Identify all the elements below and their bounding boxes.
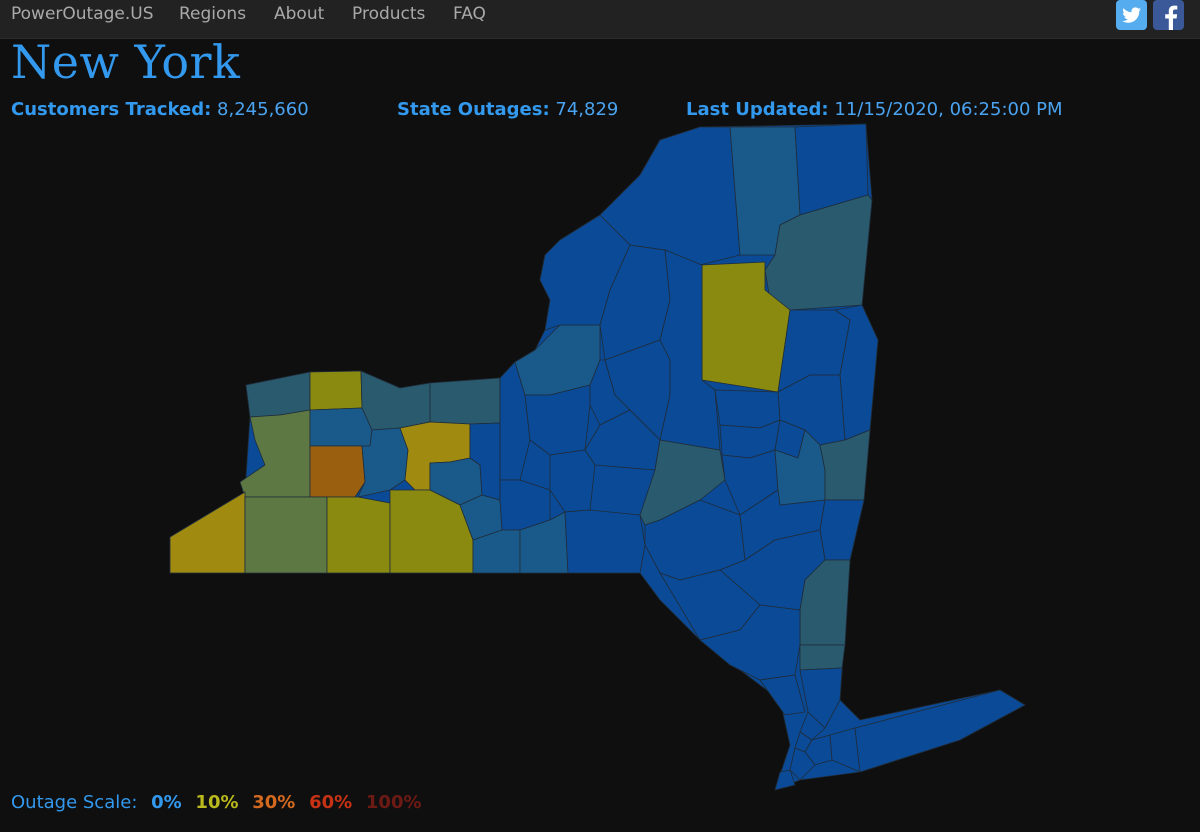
county-cattaraugus[interactable] <box>244 496 328 574</box>
last-updated-value: 11/15/2020, 06:25:00 PM <box>834 99 1063 120</box>
county-queens[interactable] <box>804 734 833 766</box>
county-columbia[interactable] <box>819 499 865 561</box>
county-onondaga[interactable] <box>524 384 591 456</box>
county-suffolk[interactable] <box>854 689 1026 773</box>
county-putnam[interactable] <box>799 644 846 671</box>
customers-tracked-label: Customers Tracked: <box>11 99 212 120</box>
nav-regions-link[interactable]: Regions <box>179 4 247 24</box>
scale-step-60: 60% <box>309 792 353 813</box>
nav-faq-link[interactable]: FAQ <box>453 4 486 24</box>
scale-step-10: 10% <box>195 792 239 813</box>
customers-tracked-stat: Customers Tracked: 8,245,660 <box>11 99 309 120</box>
county-allegany[interactable] <box>326 496 391 574</box>
county-broome[interactable] <box>564 509 646 574</box>
nav-products-link[interactable]: Products <box>352 4 426 24</box>
outage-scale-label: Outage Scale: <box>11 792 138 813</box>
top-navbar: PowerOutage.US Regions About Products FA… <box>0 0 1200 39</box>
last-updated-label: Last Updated: <box>686 99 829 120</box>
county-westchester[interactable] <box>799 667 843 729</box>
state-outages-label: State Outages: <box>397 99 550 120</box>
county-genesee[interactable] <box>309 407 373 447</box>
county-oswego[interactable] <box>514 324 601 396</box>
county-wyoming[interactable] <box>309 445 366 498</box>
county-fulton[interactable] <box>714 389 781 429</box>
state-outages-stat: State Outages: 74,829 <box>397 99 618 120</box>
outage-scale-legend: Outage Scale: 0% 10% 30% 60% 100% <box>11 792 422 813</box>
state-outages-value: 74,829 <box>555 99 619 120</box>
scale-step-30: 30% <box>252 792 296 813</box>
scale-step-0: 0% <box>151 792 182 813</box>
county-niagara[interactable] <box>245 371 311 418</box>
county-herkimer[interactable] <box>659 249 721 451</box>
customers-tracked-value: 8,245,660 <box>217 99 309 120</box>
scale-step-100: 100% <box>365 792 422 813</box>
county-monroe[interactable] <box>360 370 431 431</box>
last-updated-stat: Last Updated: 11/15/2020, 06:25:00 PM <box>686 99 1063 120</box>
brand-link[interactable]: PowerOutage.US <box>11 4 154 24</box>
nav-about-link[interactable]: About <box>274 4 325 24</box>
county-rockland[interactable] <box>759 674 806 716</box>
county-chautauqua[interactable] <box>169 491 246 574</box>
county-richmond[interactable] <box>774 769 796 791</box>
county-wayne[interactable] <box>429 377 501 425</box>
county-orleans[interactable] <box>309 370 363 411</box>
facebook-icon[interactable] <box>1153 0 1184 30</box>
twitter-icon[interactable] <box>1116 0 1147 30</box>
page-title: New York <box>11 35 241 89</box>
county-essex[interactable] <box>764 194 873 311</box>
county-kings[interactable] <box>789 747 816 781</box>
